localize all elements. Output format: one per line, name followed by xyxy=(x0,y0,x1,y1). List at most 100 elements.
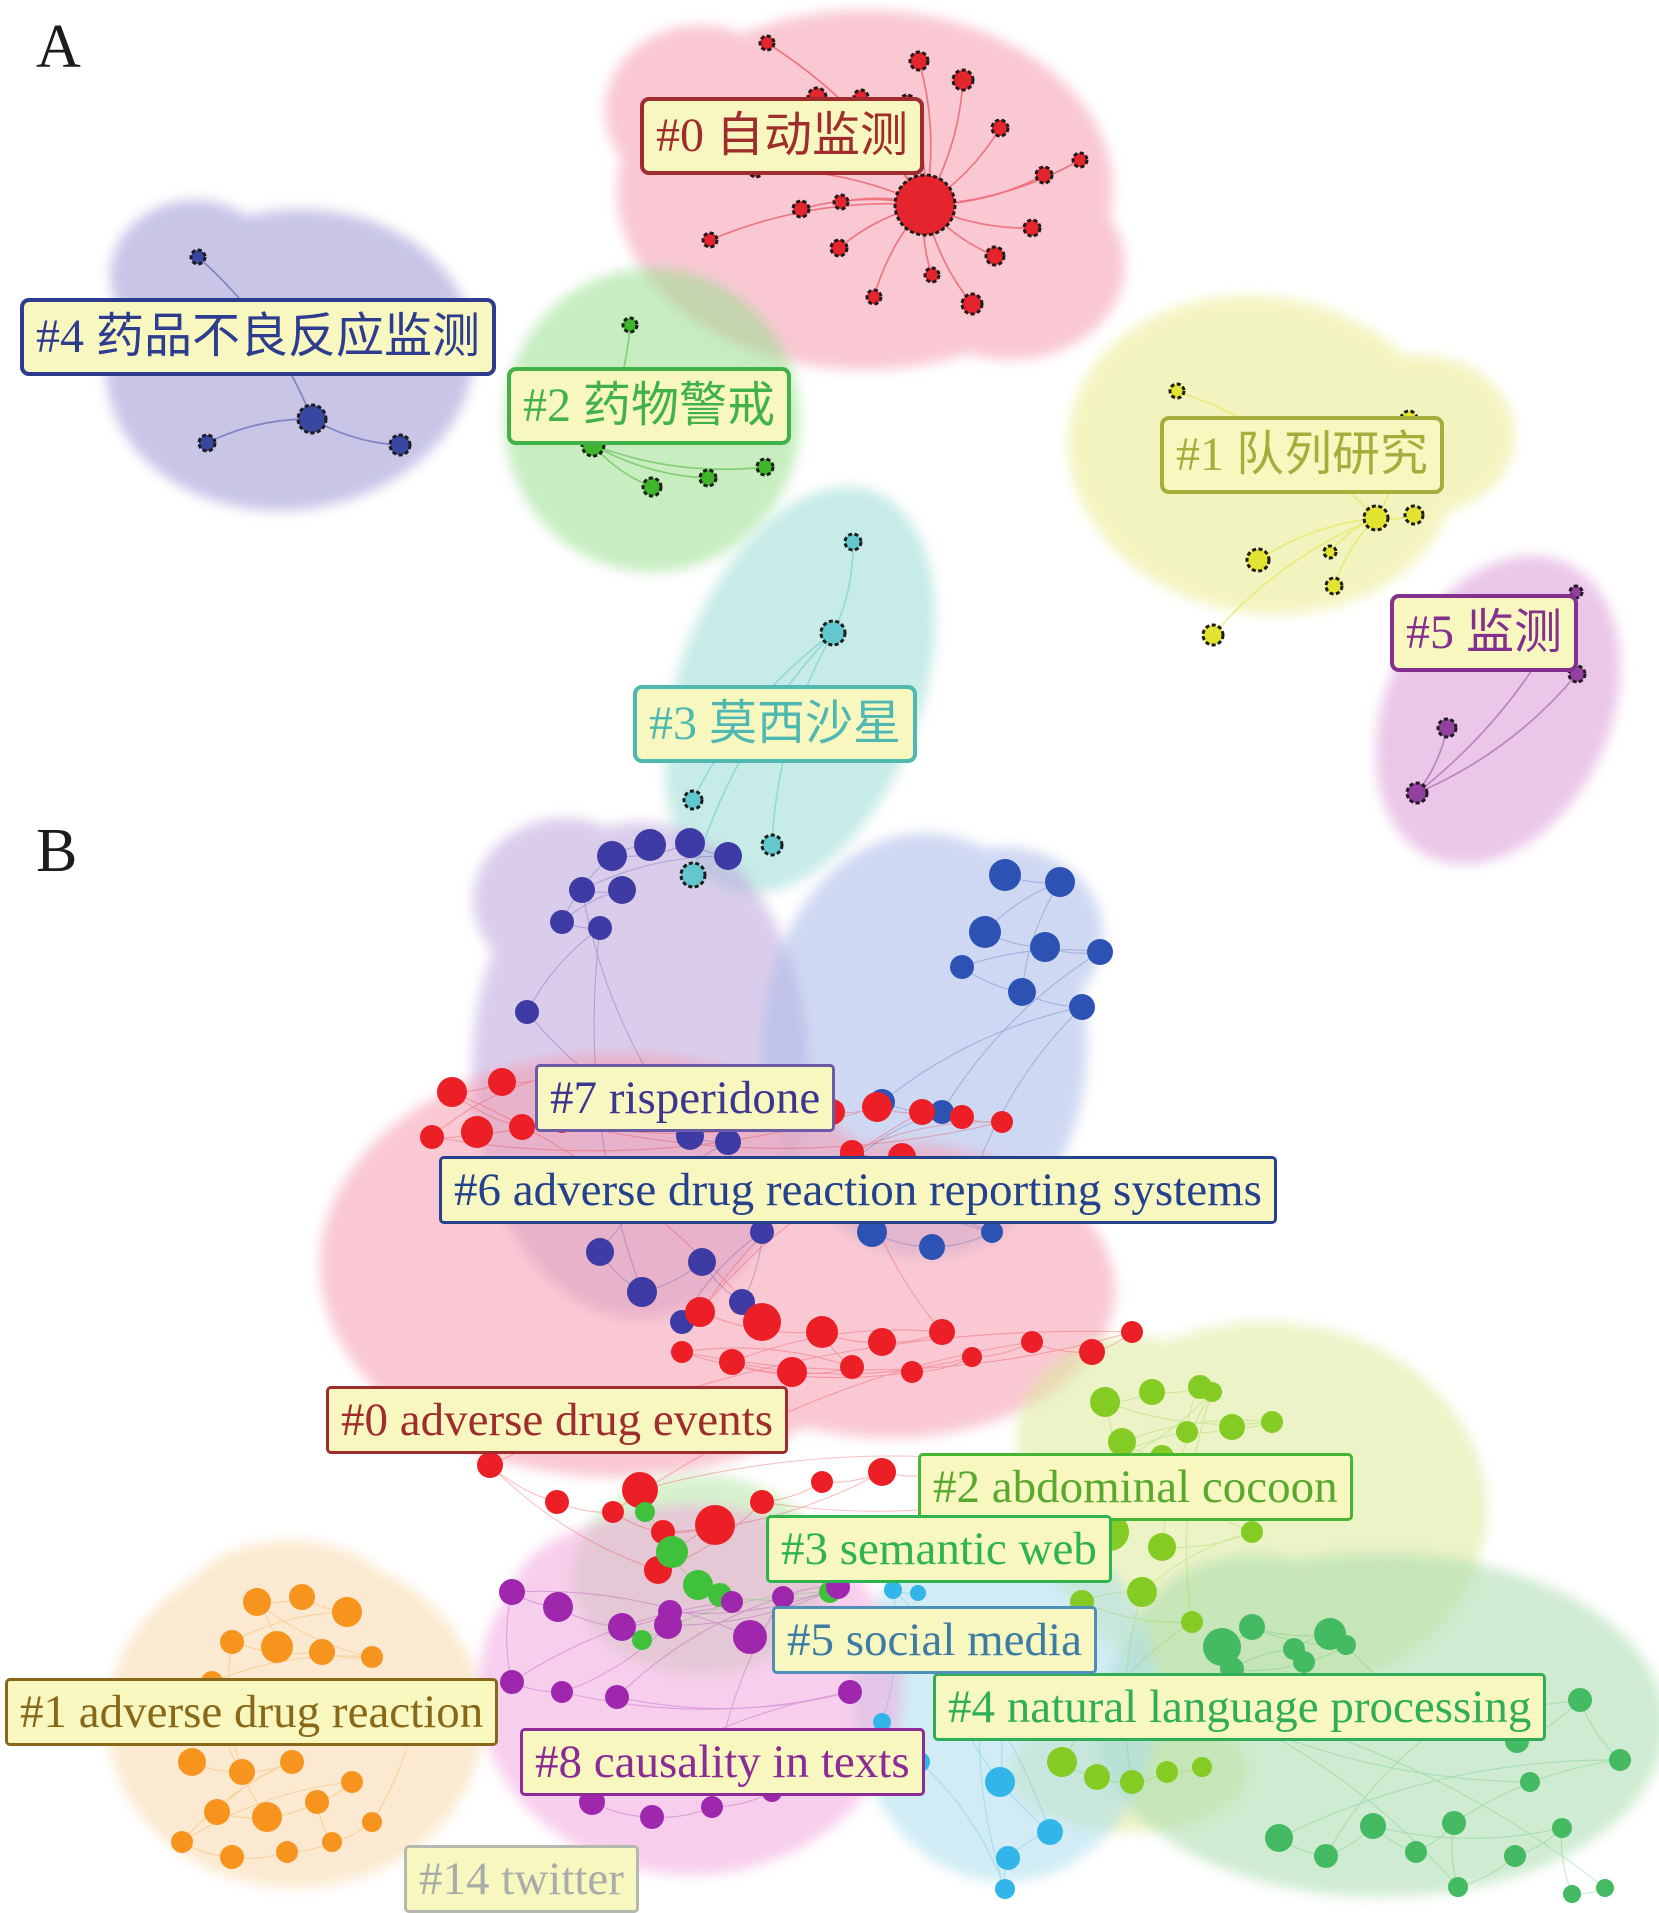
node xyxy=(1192,1757,1212,1777)
node xyxy=(1091,1513,1129,1551)
node xyxy=(919,1234,945,1260)
node xyxy=(608,1613,636,1641)
node xyxy=(951,68,975,92)
node xyxy=(1069,994,1095,1020)
node xyxy=(1362,504,1390,532)
node xyxy=(1150,1445,1174,1469)
node xyxy=(1609,1749,1631,1771)
node xyxy=(1037,1819,1063,1845)
node xyxy=(1139,1379,1165,1405)
node xyxy=(551,1681,573,1703)
node xyxy=(960,292,984,316)
node xyxy=(1405,781,1429,805)
cluster-a5-nodes xyxy=(1405,584,1587,805)
node xyxy=(995,1879,1015,1899)
node xyxy=(1552,1818,1572,1838)
node xyxy=(635,1502,655,1522)
node xyxy=(1168,382,1186,400)
node xyxy=(1201,623,1225,647)
node xyxy=(499,1579,525,1605)
node xyxy=(1438,1709,1460,1731)
node xyxy=(1261,1411,1283,1433)
node xyxy=(1011,1471,1033,1493)
node xyxy=(762,1782,782,1802)
node xyxy=(671,1341,693,1363)
node xyxy=(579,1789,605,1815)
cluster-a2-blob xyxy=(504,268,800,572)
node xyxy=(362,1812,382,1832)
node xyxy=(1084,1764,1110,1790)
node xyxy=(1181,1686,1203,1708)
node xyxy=(1148,1533,1176,1561)
node xyxy=(437,1077,467,1107)
node xyxy=(729,1289,755,1315)
node xyxy=(1121,1321,1143,1343)
node xyxy=(189,248,207,266)
node xyxy=(829,238,849,258)
node xyxy=(1504,1845,1526,1867)
node xyxy=(1596,1879,1614,1897)
node xyxy=(1071,151,1089,169)
node xyxy=(296,403,328,435)
node xyxy=(1220,1657,1244,1681)
node xyxy=(1034,165,1054,185)
node xyxy=(976,1648,994,1666)
node xyxy=(1090,1387,1120,1417)
node xyxy=(910,1585,926,1601)
node xyxy=(991,1111,1013,1133)
node xyxy=(461,1116,493,1148)
node xyxy=(1030,932,1060,962)
node xyxy=(826,1575,850,1599)
node xyxy=(1336,1635,1356,1655)
node xyxy=(996,1846,1020,1870)
node xyxy=(676,1122,704,1150)
node xyxy=(197,433,217,453)
node xyxy=(683,1570,713,1600)
node xyxy=(1127,1577,1157,1607)
node xyxy=(654,1611,682,1639)
node xyxy=(252,1802,282,1832)
node xyxy=(857,1217,887,1247)
node xyxy=(1156,1761,1178,1783)
node xyxy=(1399,409,1419,429)
node xyxy=(289,1584,315,1610)
cluster-b4-nodes xyxy=(1181,1614,1631,1903)
node xyxy=(201,1671,223,1693)
node xyxy=(1027,1639,1043,1655)
node xyxy=(962,1347,982,1367)
node xyxy=(901,1361,923,1383)
node xyxy=(1070,1590,1094,1614)
node xyxy=(309,1639,335,1665)
node xyxy=(950,955,974,979)
node xyxy=(535,1065,559,1089)
node xyxy=(750,1490,774,1514)
node xyxy=(985,1767,1015,1797)
node xyxy=(580,432,606,458)
node xyxy=(688,1748,712,1772)
node xyxy=(1008,978,1036,1006)
node xyxy=(515,1000,539,1024)
node xyxy=(1047,1747,1077,1777)
node xyxy=(641,476,663,498)
node xyxy=(1360,1813,1386,1839)
node xyxy=(698,468,718,488)
node xyxy=(1120,1770,1144,1794)
node xyxy=(884,1581,902,1599)
node xyxy=(701,231,719,249)
node xyxy=(760,833,784,857)
node xyxy=(602,1501,624,1523)
node xyxy=(536,391,554,409)
node xyxy=(477,1452,503,1478)
node xyxy=(178,1748,206,1776)
node xyxy=(806,1316,838,1348)
node xyxy=(1181,1611,1203,1633)
node xyxy=(909,1099,935,1125)
node xyxy=(984,245,1006,267)
node xyxy=(420,1125,444,1149)
node xyxy=(220,1845,244,1869)
node xyxy=(543,1592,573,1622)
node xyxy=(569,877,595,903)
node xyxy=(806,86,828,108)
